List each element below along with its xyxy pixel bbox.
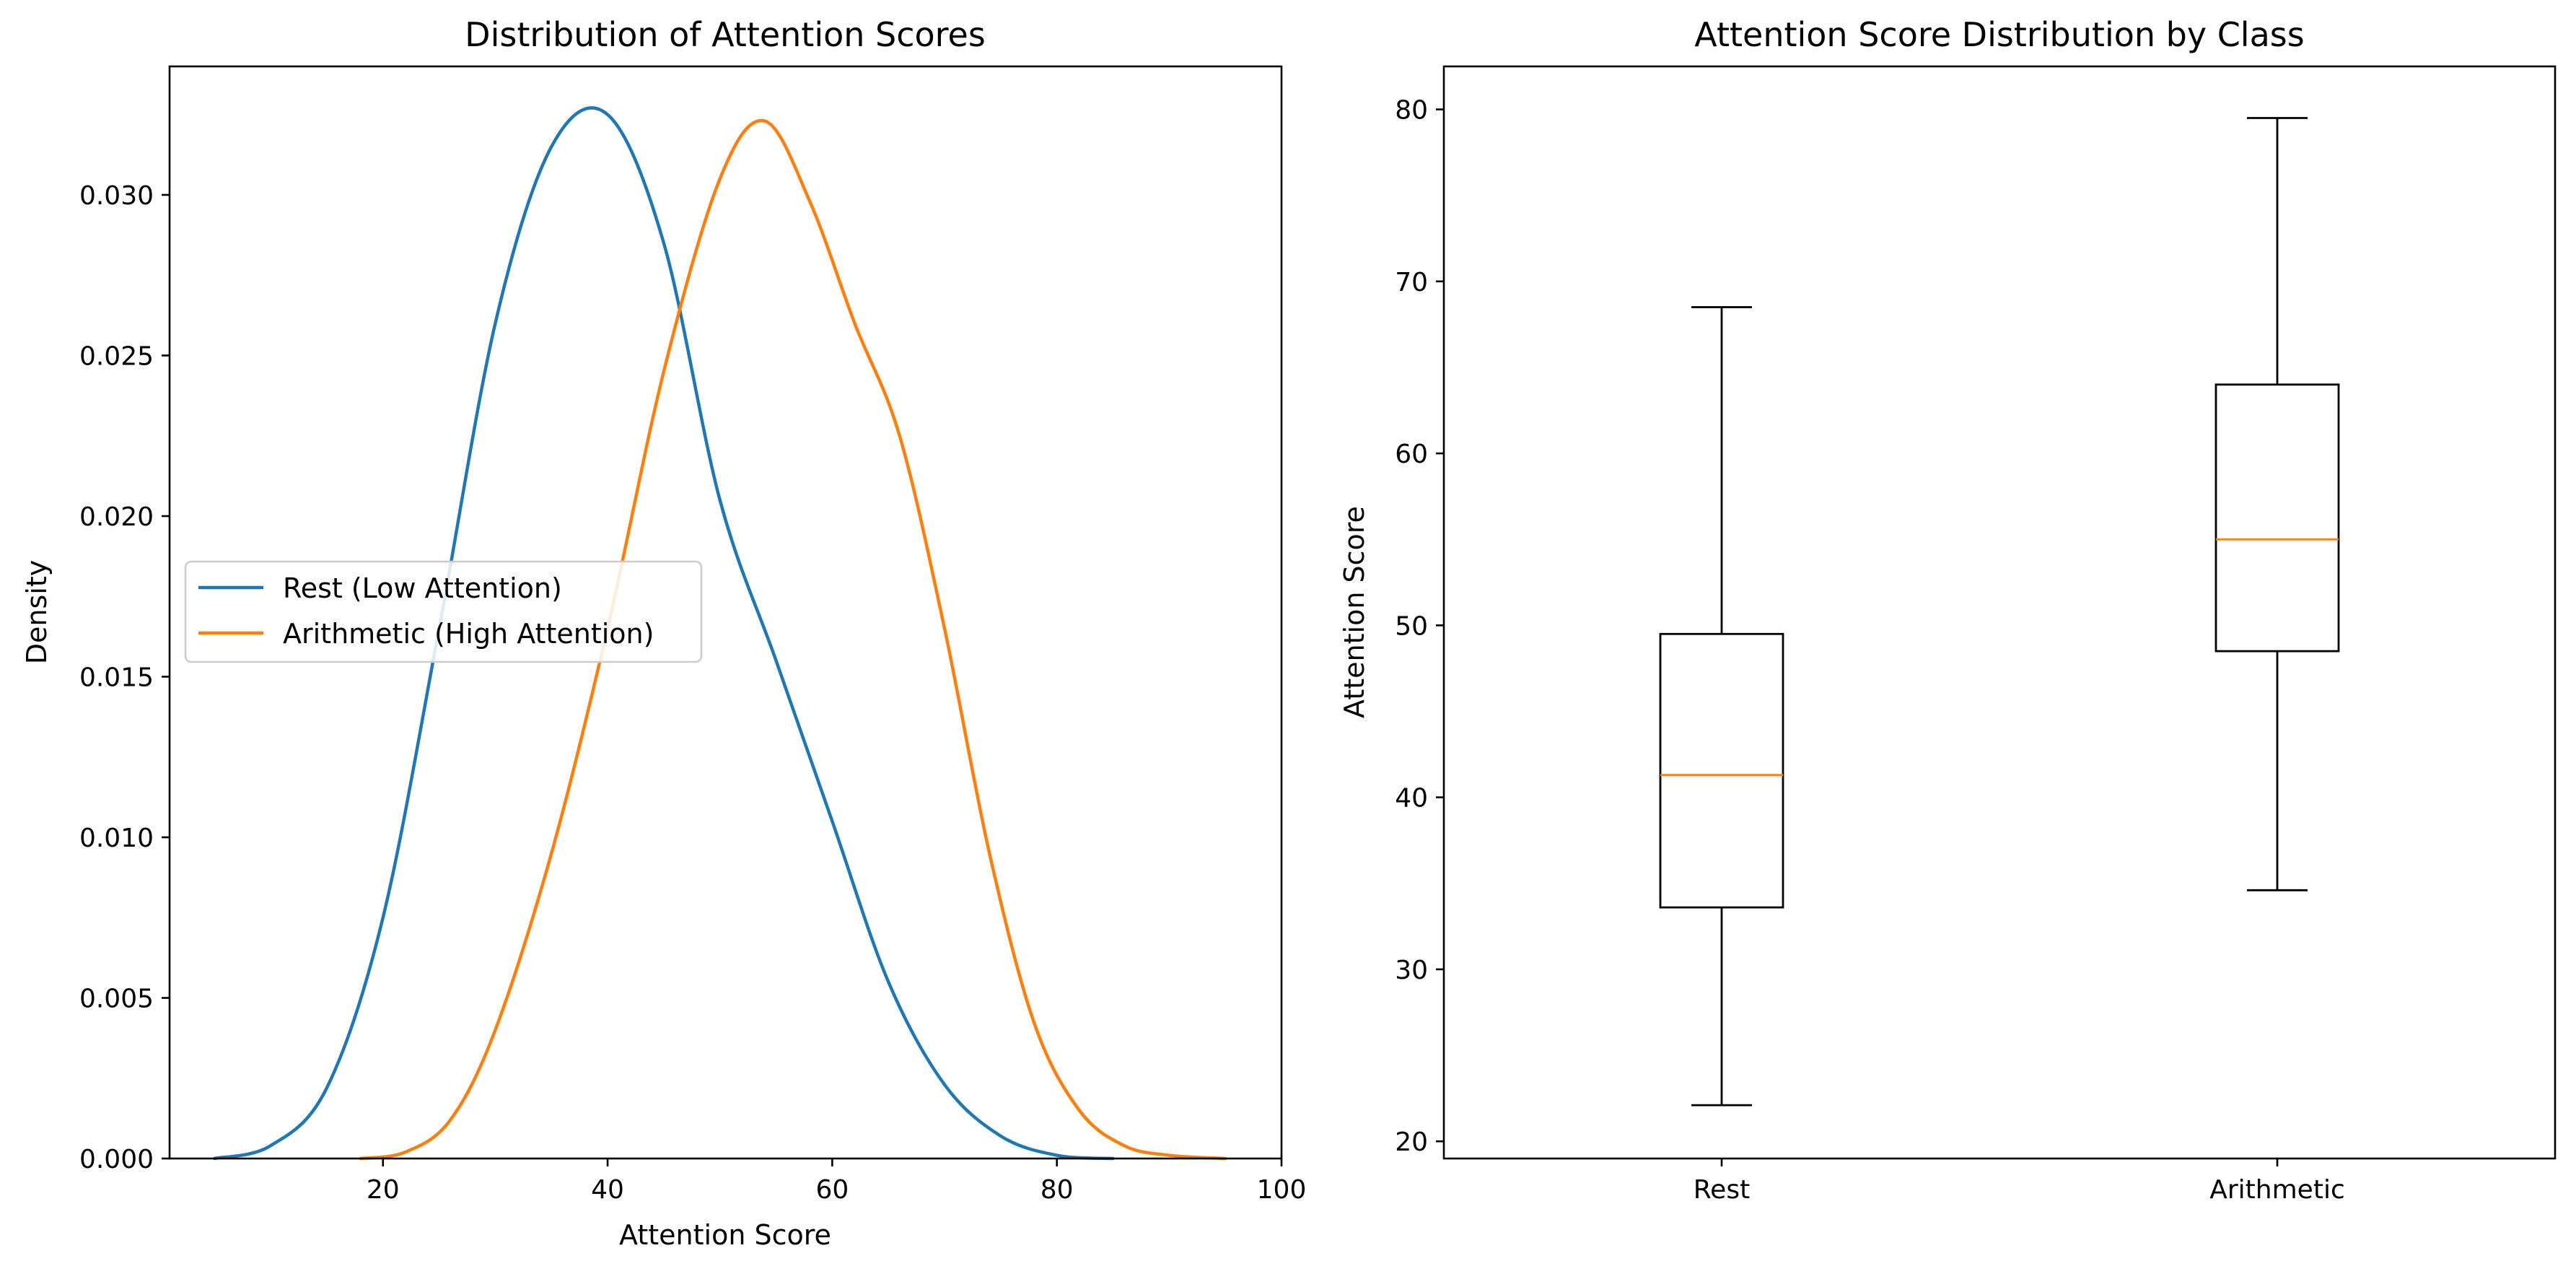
kde-y-tick-label: 0.030 <box>79 181 154 211</box>
kde-y-tick-label: 0.005 <box>79 985 154 1014</box>
kde-y-axis-label: Density <box>21 560 53 664</box>
box-iqr <box>1659 632 1784 909</box>
kde-y-tick-label: 0.020 <box>79 502 154 532</box>
kde-x-tick-label: 20 <box>367 1175 400 1205</box>
legend-box <box>184 560 703 663</box>
box-x-tick-label: Arithmetic <box>2209 1175 2345 1205</box>
kde-x-tick-label: 40 <box>591 1175 624 1205</box>
kde-line-rest <box>213 106 1115 1161</box>
kde-x-axis-label: Attention Score <box>619 1219 831 1251</box>
box-chart: Attention Score Distribution by Class 20… <box>1339 15 2557 1205</box>
kde-line-arithmetic <box>359 118 1227 1161</box>
box-chart-title: Attention Score Distribution by Class <box>1694 15 2304 54</box>
box-y-tick-label: 40 <box>1395 784 1428 813</box>
box-y-tick-label: 60 <box>1395 440 1428 469</box>
box-glyphs <box>1659 117 2340 1107</box>
kde-x-tick-label: 60 <box>815 1175 849 1205</box>
kde-chart: Distribution of Attention Scores 0.0000.… <box>21 15 1306 1251</box>
box-x-tick-label: Rest <box>1694 1175 1750 1205</box>
kde-x-ticks: 20 40 60 80 100 <box>367 1159 1307 1205</box>
kde-y-tick-label: 0.015 <box>79 663 154 693</box>
box-y-tick-label: 20 <box>1395 1127 1428 1157</box>
box-y-tick-label: 80 <box>1395 96 1428 126</box>
kde-y-tick-label: 0.025 <box>79 342 154 372</box>
box-iqr <box>2214 383 2340 653</box>
kde-chart-title: Distribution of Attention Scores <box>465 15 986 54</box>
box-x-ticks: Rest Arithmetic <box>1694 1159 2345 1205</box>
box-y-axis-label: Attention Score <box>1339 506 1370 718</box>
kde-plot-frame <box>168 65 1283 1160</box>
kde-x-tick-label: 100 <box>1257 1175 1307 1205</box>
box-y-tick-label: 30 <box>1395 956 1428 985</box>
kde-x-tick-label: 80 <box>1041 1175 1074 1205</box>
box-y-tick-label: 70 <box>1395 268 1428 297</box>
box-plot-frame <box>1442 65 2557 1160</box>
legend-label-arithmetic: Arithmetic (High Attention) <box>283 618 654 650</box>
kde-series-lines <box>213 106 1227 1161</box>
box-rest <box>1659 306 1784 1107</box>
kde-y-tick-label: 0.010 <box>79 824 154 853</box>
box-y-tick-label: 50 <box>1395 611 1428 641</box>
kde-y-tick-label: 0.000 <box>79 1145 154 1174</box>
box-arithmetic <box>2214 117 2340 891</box>
legend-label-rest: Rest (Low Attention) <box>283 572 562 604</box>
kde-legend: Rest (Low Attention) Arithmetic (High At… <box>184 560 703 663</box>
box-y-ticks: 20 30 40 50 60 70 80 <box>1395 96 1444 1157</box>
kde-y-ticks: 0.000 0.005 0.010 0.015 0.020 0.025 0.030 <box>79 181 170 1174</box>
